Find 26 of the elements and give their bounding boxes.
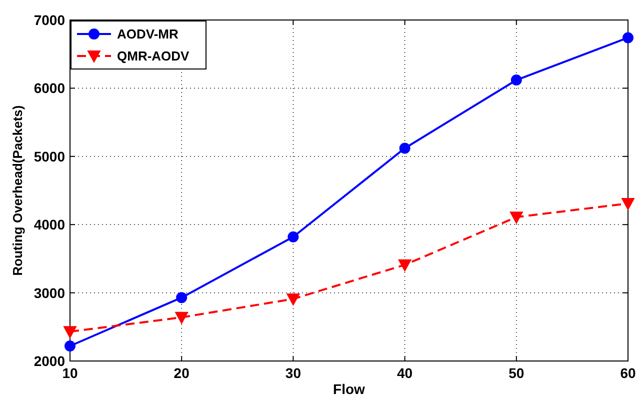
- y-tick-label: 6000: [34, 80, 66, 96]
- point: [399, 142, 410, 154]
- y-tick-label: 7000: [34, 12, 66, 28]
- x-tick-label: 20: [174, 365, 190, 381]
- x-axis-title: Flow: [333, 381, 366, 397]
- x-tick-label: 60: [620, 365, 636, 381]
- x-tick-label: 50: [508, 365, 524, 381]
- x-tick-label: 40: [397, 365, 413, 381]
- y-tick-label: 4000: [34, 216, 66, 233]
- point: [510, 212, 523, 224]
- point: [398, 259, 412, 272]
- y-tick-label: 5000: [34, 148, 66, 164]
- point: [286, 293, 300, 306]
- point: [176, 292, 188, 304]
- point: [175, 312, 188, 324]
- point: [510, 74, 522, 86]
- legend-label: QMR-AODV: [117, 48, 190, 64]
- point: [64, 340, 76, 352]
- point: [622, 198, 634, 210]
- x-tick-label: 30: [285, 365, 302, 381]
- legend-label: AODV-MR: [117, 26, 179, 42]
- point: [288, 231, 299, 242]
- point: [64, 326, 76, 338]
- y-tick-label: 3000: [34, 284, 66, 301]
- point: [622, 32, 634, 44]
- y-axis-title: Routing Overhead(Packets): [10, 105, 25, 276]
